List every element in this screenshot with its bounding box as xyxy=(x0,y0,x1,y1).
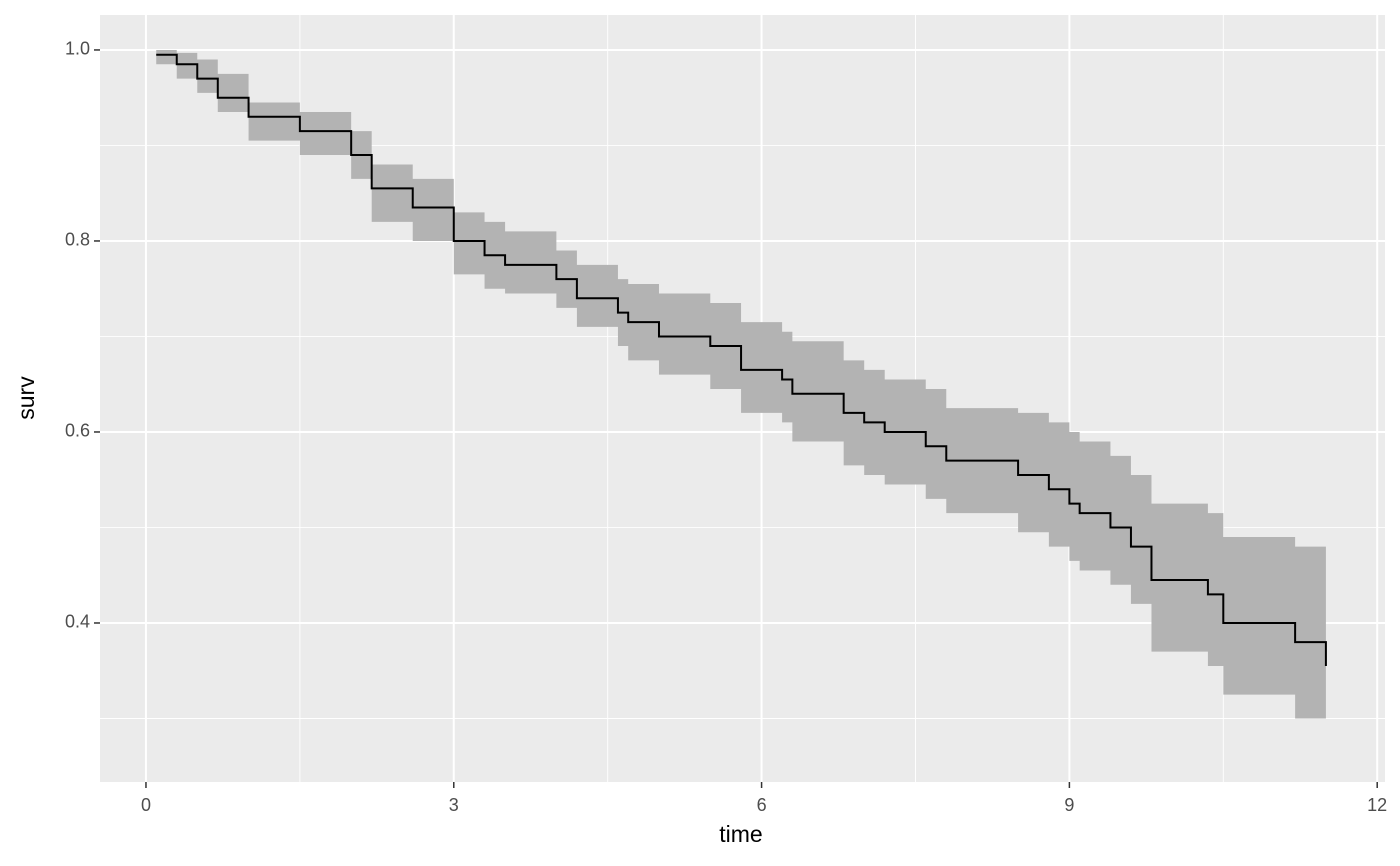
x-tick-label: 9 xyxy=(1064,795,1074,815)
y-axis-title: surv xyxy=(13,376,39,420)
confidence-band xyxy=(156,49,1326,748)
survival-line xyxy=(156,53,1327,666)
y-tick-label: 0.8 xyxy=(65,230,90,250)
x-tick-label: 3 xyxy=(449,795,459,815)
x-tick-label: 12 xyxy=(1367,795,1387,815)
x-axis-title: time xyxy=(719,821,762,847)
x-tick-label: 0 xyxy=(141,795,151,815)
y-tick-label: 0.6 xyxy=(65,421,90,441)
y-tick-label: 1.0 xyxy=(65,39,90,59)
y-tick-label: 0.4 xyxy=(65,612,90,632)
x-tick-label: 6 xyxy=(757,795,767,815)
